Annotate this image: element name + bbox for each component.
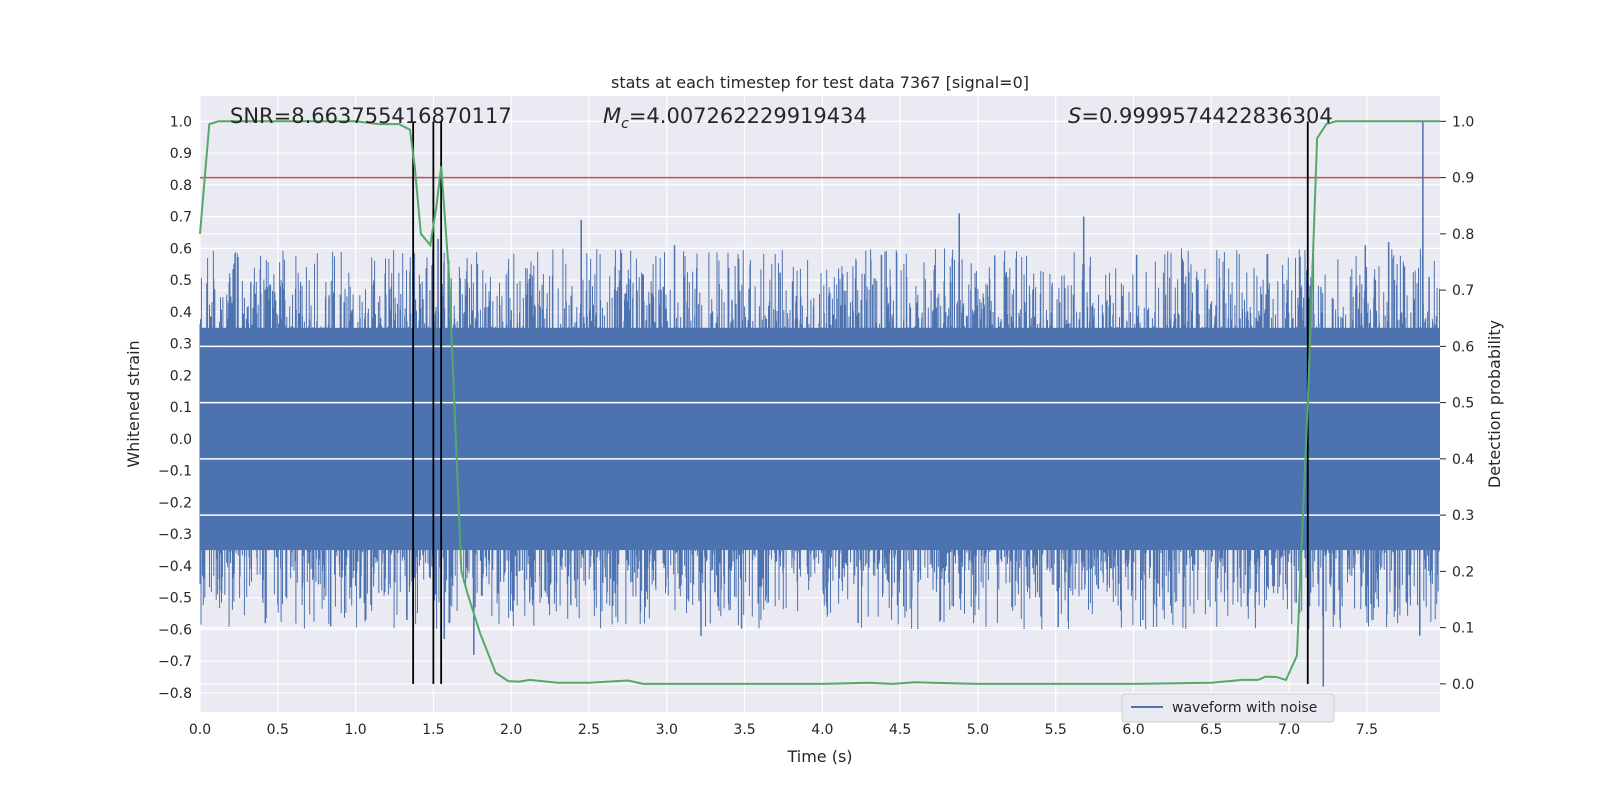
legend: waveform with noise: [1121, 693, 1335, 723]
x-tick-label: 5.5: [1045, 722, 1067, 738]
legend-label: waveform with noise: [1172, 700, 1317, 716]
waveform-noise: [199, 248, 1440, 630]
x-tick-label: 2.0: [500, 722, 522, 738]
x-axis: 0.0 0.5 1.0 1.5 2.0 2.5 3.0 3.5 4.0 4.5 5.0 5.5 6.0 6…: [189, 722, 1378, 738]
y-tick-label: 0.3: [170, 337, 192, 353]
y2-tick-label: 0.3: [1452, 508, 1474, 524]
y-axis-title: Whitened strain: [124, 340, 143, 467]
y2-tick-label: 0.9: [1452, 171, 1474, 187]
x-axis-title: Time (s): [786, 747, 852, 766]
chart-title: stats at each timestep for test data 736…: [611, 73, 1029, 92]
y-tick-label: −0.2: [158, 495, 192, 511]
probability-line: [199, 120, 1440, 685]
y2-tick-label: 0.8: [1452, 227, 1474, 243]
y-tick-label: −0.5: [158, 591, 192, 607]
x-tick-label: 1.5: [422, 722, 444, 738]
y-tick-label: 0.7: [170, 210, 192, 226]
x-tick-label: 6.0: [1122, 722, 1144, 738]
y-tick-label: 0.6: [170, 241, 192, 257]
y-axis-left: 1.0 0.9 0.8 0.7 0.6 0.5 0.4 0.3 0.2 0.1 0.0 −0.1 −0.…: [158, 114, 192, 702]
mc-annotation: Mc=4.007262229919434: [603, 104, 867, 132]
x-tick-label: 7.5: [1356, 722, 1378, 738]
probability-series: [199, 120, 1440, 685]
y-tick-label: −0.7: [158, 654, 192, 670]
y2-tick-label: 0.7: [1452, 283, 1474, 299]
y-tick-label: −0.1: [158, 464, 192, 480]
y-tick-label: −0.8: [158, 686, 192, 702]
y2-tick-label: 0.2: [1452, 564, 1474, 580]
y-tick-label: 0.4: [170, 305, 192, 321]
x-tick-label: 2.5: [578, 722, 600, 738]
y-axis-right: 1.0 0.9 0.8 0.7 0.6 0.5 0.4 0.3 0.2 0.1 0.0: [1440, 114, 1474, 693]
y-tick-label: 0.0: [170, 432, 192, 448]
y-tick-label: −0.4: [158, 559, 192, 575]
x-tick-label: 6.5: [1200, 722, 1222, 738]
snr-annotation: SNR=8.663755416870117: [230, 104, 512, 128]
y-tick-label: 1.0: [170, 114, 192, 130]
vertical-markers: [412, 121, 1309, 684]
y-tick-label: −0.3: [158, 527, 192, 543]
x-tick-label: 5.0: [967, 722, 989, 738]
x-tick-label: 1.0: [344, 722, 366, 738]
legend-box: [1121, 693, 1335, 723]
s-annotation: S=0.9999574422836304: [1068, 104, 1333, 128]
x-tick-label: 4.5: [889, 722, 911, 738]
y-tick-label: 0.5: [170, 273, 192, 289]
x-tick-label: 0.0: [189, 722, 211, 738]
x-tick-label: 3.5: [733, 722, 755, 738]
y2-axis-title: Detection probability: [1485, 320, 1504, 488]
y2-tick-label: 0.4: [1452, 452, 1474, 468]
x-tick-label: 7.0: [1278, 722, 1300, 738]
x-tick-label: 4.0: [811, 722, 833, 738]
y-tick-label: 0.9: [170, 146, 192, 162]
y2-tick-label: 0.6: [1452, 339, 1474, 355]
y2-tick-label: 0.0: [1452, 677, 1474, 693]
waveform-series: [199, 121, 1440, 687]
y-tick-label: 0.1: [170, 400, 192, 416]
x-tick-label: 0.5: [267, 722, 289, 738]
y2-tick-label: 0.5: [1452, 396, 1474, 412]
y-tick-label: −0.6: [158, 622, 192, 638]
y2-tick-label: 0.1: [1452, 621, 1474, 637]
y-tick-label: 0.8: [170, 178, 192, 194]
y2-tick-label: 1.0: [1452, 114, 1474, 130]
x-tick-label: 3.0: [656, 722, 678, 738]
y-tick-label: 0.2: [170, 368, 192, 384]
